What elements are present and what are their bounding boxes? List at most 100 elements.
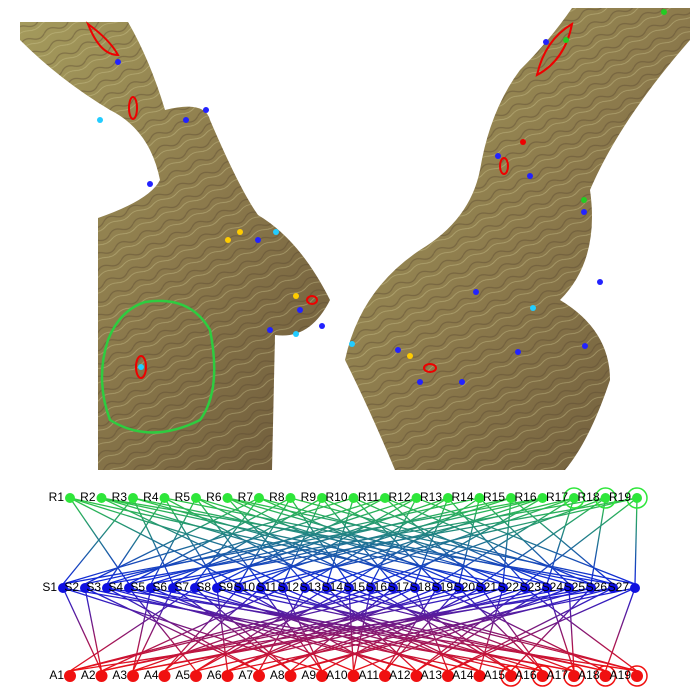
source-node [286, 493, 296, 503]
target-node [285, 670, 297, 682]
target-label: A2 [81, 668, 96, 682]
target-node [127, 670, 139, 682]
critical-point [237, 229, 243, 235]
target-node [253, 670, 265, 682]
source-label: R15 [483, 490, 505, 504]
critical-point [527, 173, 533, 179]
target-label: A8 [270, 668, 285, 682]
target-label: A14 [452, 668, 474, 682]
target-label: A13 [421, 668, 443, 682]
source-label: R8 [269, 490, 285, 504]
middle-label: S5 [130, 580, 145, 594]
critical-point [495, 153, 501, 159]
target-label: A4 [144, 668, 159, 682]
critical-point [273, 229, 279, 235]
middle-label: S10 [234, 580, 256, 594]
middle-label: S16 [366, 580, 388, 594]
middle-label: S25 [564, 580, 586, 594]
target-node [159, 670, 171, 682]
middle-label: S26 [586, 580, 608, 594]
target-node [631, 670, 643, 682]
source-node [128, 493, 138, 503]
edge [63, 498, 354, 584]
source-label: R10 [325, 490, 347, 504]
middle-label: S15 [344, 580, 366, 594]
critical-point [293, 293, 299, 299]
critical-point [349, 341, 355, 347]
critical-point [225, 237, 231, 243]
critical-point [473, 289, 479, 295]
critical-point [267, 327, 273, 333]
target-label: A17 [547, 668, 569, 682]
critical-point [293, 331, 299, 337]
source-node [97, 493, 107, 503]
source-node [632, 493, 642, 503]
source-label: R2 [80, 490, 96, 504]
surface-rendering [20, 8, 690, 470]
target-label: A9 [301, 668, 316, 682]
middle-label: S11 [257, 580, 278, 594]
critical-point [661, 9, 667, 15]
critical-point [581, 197, 587, 203]
source-label: R5 [175, 490, 191, 504]
critical-point [203, 107, 209, 113]
target-label: A10 [326, 668, 348, 682]
target-label: A7 [238, 668, 253, 682]
middle-label: S27 [608, 580, 630, 594]
visualization: R1R2R3R4R5R6R7R8R9R10R11R12R13R14R15R16R… [0, 0, 693, 688]
source-label: R14 [451, 490, 473, 504]
source-node [191, 493, 201, 503]
edge [63, 498, 133, 584]
source-node [254, 493, 264, 503]
middle-label: S24 [542, 580, 564, 594]
middle-label: S13 [300, 580, 322, 594]
target-label: A19 [610, 668, 632, 682]
critical-point [138, 364, 144, 370]
critical-point [183, 117, 189, 123]
critical-point [543, 39, 549, 45]
middle-label: S19 [432, 580, 454, 594]
target-node [222, 670, 234, 682]
middle-label: S23 [520, 580, 542, 594]
target-label: A18 [578, 668, 600, 682]
middle-label: S3 [86, 580, 101, 594]
source-label: R1 [49, 490, 65, 504]
source-label: R18 [577, 490, 599, 504]
source-label: R4 [143, 490, 159, 504]
middle-label: S2 [64, 580, 79, 594]
critical-point [417, 379, 423, 385]
target-label: A3 [112, 668, 127, 682]
critical-point [581, 209, 587, 215]
critical-point [147, 181, 153, 187]
source-label: R9 [301, 490, 317, 504]
middle-label: S4 [108, 580, 123, 594]
target-label: A15 [484, 668, 506, 682]
middle-label: S8 [196, 580, 211, 594]
source-node [160, 493, 170, 503]
target-node [190, 670, 202, 682]
edge [85, 588, 102, 671]
critical-point [97, 117, 103, 123]
critical-point [319, 323, 325, 329]
middle-label: S21 [476, 580, 498, 594]
edge [481, 498, 606, 584]
target-node [96, 670, 108, 682]
target-node [64, 670, 76, 682]
critical-point [459, 379, 465, 385]
middle-label: S7 [174, 580, 189, 594]
target-label: A11 [359, 668, 380, 682]
middle-label: S12 [278, 580, 300, 594]
critical-point [563, 37, 569, 43]
source-label: R12 [388, 490, 410, 504]
source-node [65, 493, 75, 503]
critical-point [395, 347, 401, 353]
source-label: R13 [420, 490, 442, 504]
critical-point [582, 343, 588, 349]
critical-point [597, 279, 603, 285]
critical-point [407, 353, 413, 359]
critical-point [115, 59, 121, 65]
target-label: A1 [49, 668, 64, 682]
middle-label: S20 [454, 580, 476, 594]
middle-label: S18 [410, 580, 432, 594]
middle-label: S9 [218, 580, 233, 594]
